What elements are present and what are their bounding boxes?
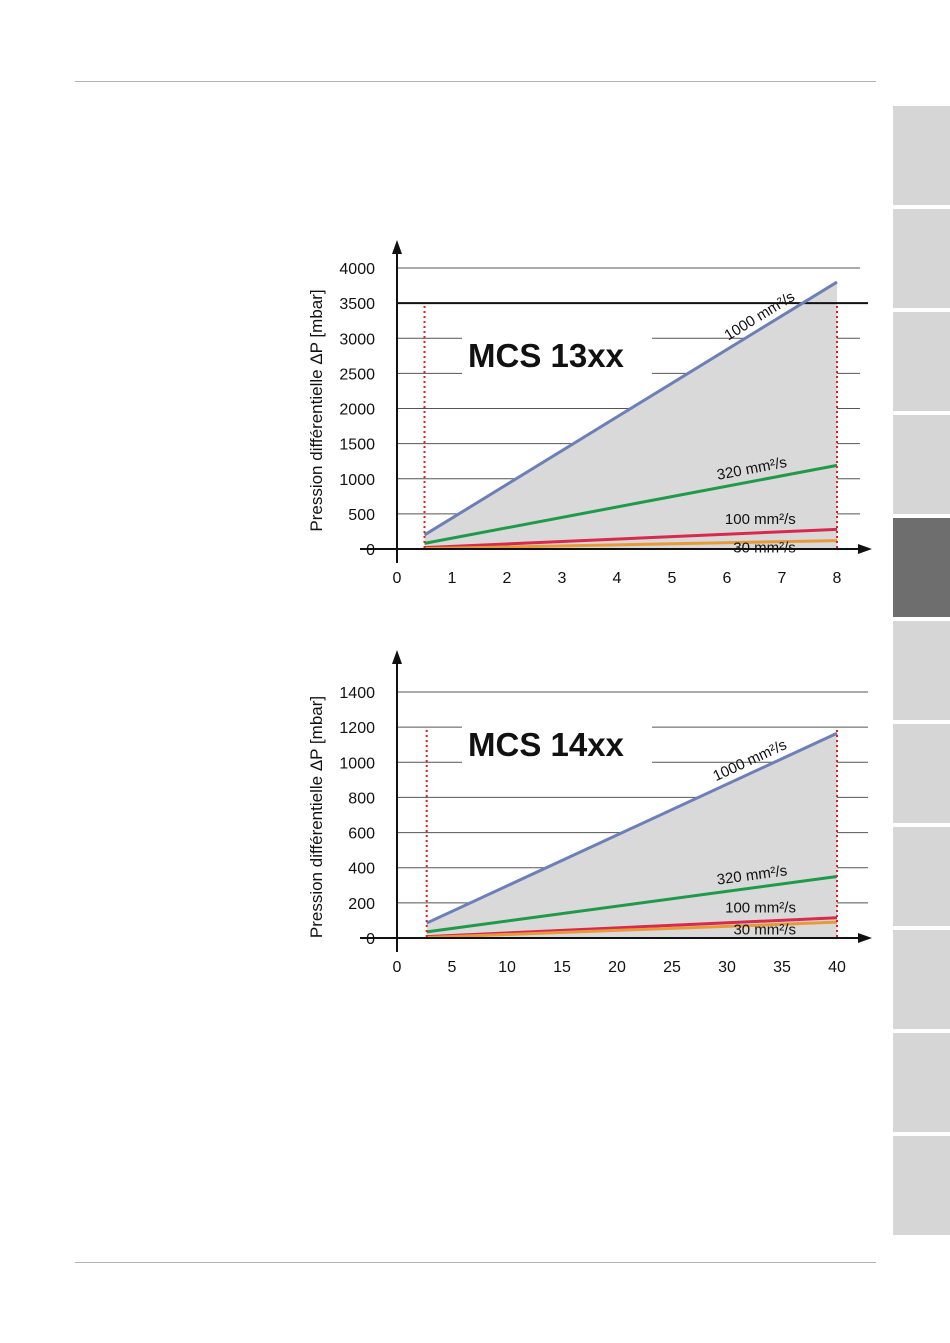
series-line (426, 920, 838, 939)
side-tab[interactable] (893, 724, 950, 823)
x-tick-label: 25 (663, 959, 681, 976)
y-tick-label: 0 (366, 931, 375, 948)
series-line (426, 731, 838, 925)
x-tick-label: 0 (393, 570, 402, 587)
series-label: 100 mm²/s (725, 511, 796, 528)
y-tick-label: 500 (348, 507, 375, 524)
x-tick-label: 4 (613, 570, 622, 587)
y-tick-label: 800 (348, 790, 375, 807)
x-tick-label: 0 (393, 959, 402, 976)
x-tick-label: 10 (498, 959, 516, 976)
x-tick-label: 5 (668, 570, 677, 587)
y-axis-label: Pression différentielle ΔP [mbar] (307, 696, 326, 938)
x-axis-arrow (858, 933, 872, 943)
y-tick-label: 4000 (339, 261, 375, 278)
x-axis-arrow (858, 544, 872, 554)
series-label: 30 mm²/s (733, 922, 796, 939)
x-tick-label: 1 (448, 570, 457, 587)
series-label: 30 mm²/s (733, 539, 796, 556)
x-tick-label: 2 (503, 570, 512, 587)
series-line (424, 539, 838, 551)
y-tick-label: 600 (348, 826, 375, 843)
y-tick-label: 2000 (339, 402, 375, 419)
chart-title: MCS 14xx (468, 726, 625, 763)
operating-area (424, 282, 837, 549)
x-tick-label: 20 (608, 959, 626, 976)
series-line (423, 280, 838, 537)
x-tick-label: 7 (778, 570, 787, 587)
y-tick-label: 200 (348, 896, 375, 913)
header-rule (75, 81, 876, 82)
chart-title: MCS 13xx (468, 337, 625, 374)
operating-area (426, 733, 837, 938)
side-tab[interactable] (893, 621, 950, 720)
x-tick-label: 30 (718, 959, 736, 976)
side-tab[interactable] (893, 312, 950, 411)
y-tick-label: 3500 (339, 296, 375, 313)
series-line (426, 875, 838, 934)
y-axis-label: Pression différentielle ΔP [mbar] (307, 289, 326, 531)
series-label: 100 mm²/s (725, 900, 796, 917)
y-axis-arrow (392, 240, 402, 254)
y-tick-label: 3000 (339, 331, 375, 348)
side-tab[interactable] (893, 827, 950, 926)
side-tab[interactable] (893, 1033, 950, 1132)
side-tab[interactable] (893, 106, 950, 205)
side-tab-active[interactable] (893, 518, 950, 617)
x-tick-label: 8 (833, 570, 842, 587)
x-tick-label: 5 (448, 959, 457, 976)
y-tick-label: 1200 (339, 720, 375, 737)
x-tick-label: 40 (828, 959, 846, 976)
y-tick-label: 1400 (339, 685, 375, 702)
side-tab[interactable] (893, 930, 950, 1029)
title-backdrop (462, 719, 652, 763)
x-tick-label: 35 (773, 959, 791, 976)
y-axis-arrow (392, 650, 402, 664)
y-tick-label: 400 (348, 861, 375, 878)
x-tick-label: 3 (558, 570, 567, 587)
x-tick-label: 6 (723, 570, 732, 587)
y-tick-label: 1000 (339, 755, 375, 772)
footer-rule (75, 1262, 876, 1263)
y-tick-label: 2500 (339, 366, 375, 383)
x-tick-label: 15 (553, 959, 571, 976)
y-tick-label: 1000 (339, 472, 375, 489)
title-backdrop (462, 330, 652, 374)
side-tab[interactable] (893, 209, 950, 308)
y-tick-label: 1500 (339, 437, 375, 454)
series-line (424, 463, 838, 545)
y-tick-label: 0 (366, 542, 375, 559)
series-line (424, 527, 838, 550)
side-tab[interactable] (893, 1136, 950, 1235)
side-tab[interactable] (893, 415, 950, 514)
